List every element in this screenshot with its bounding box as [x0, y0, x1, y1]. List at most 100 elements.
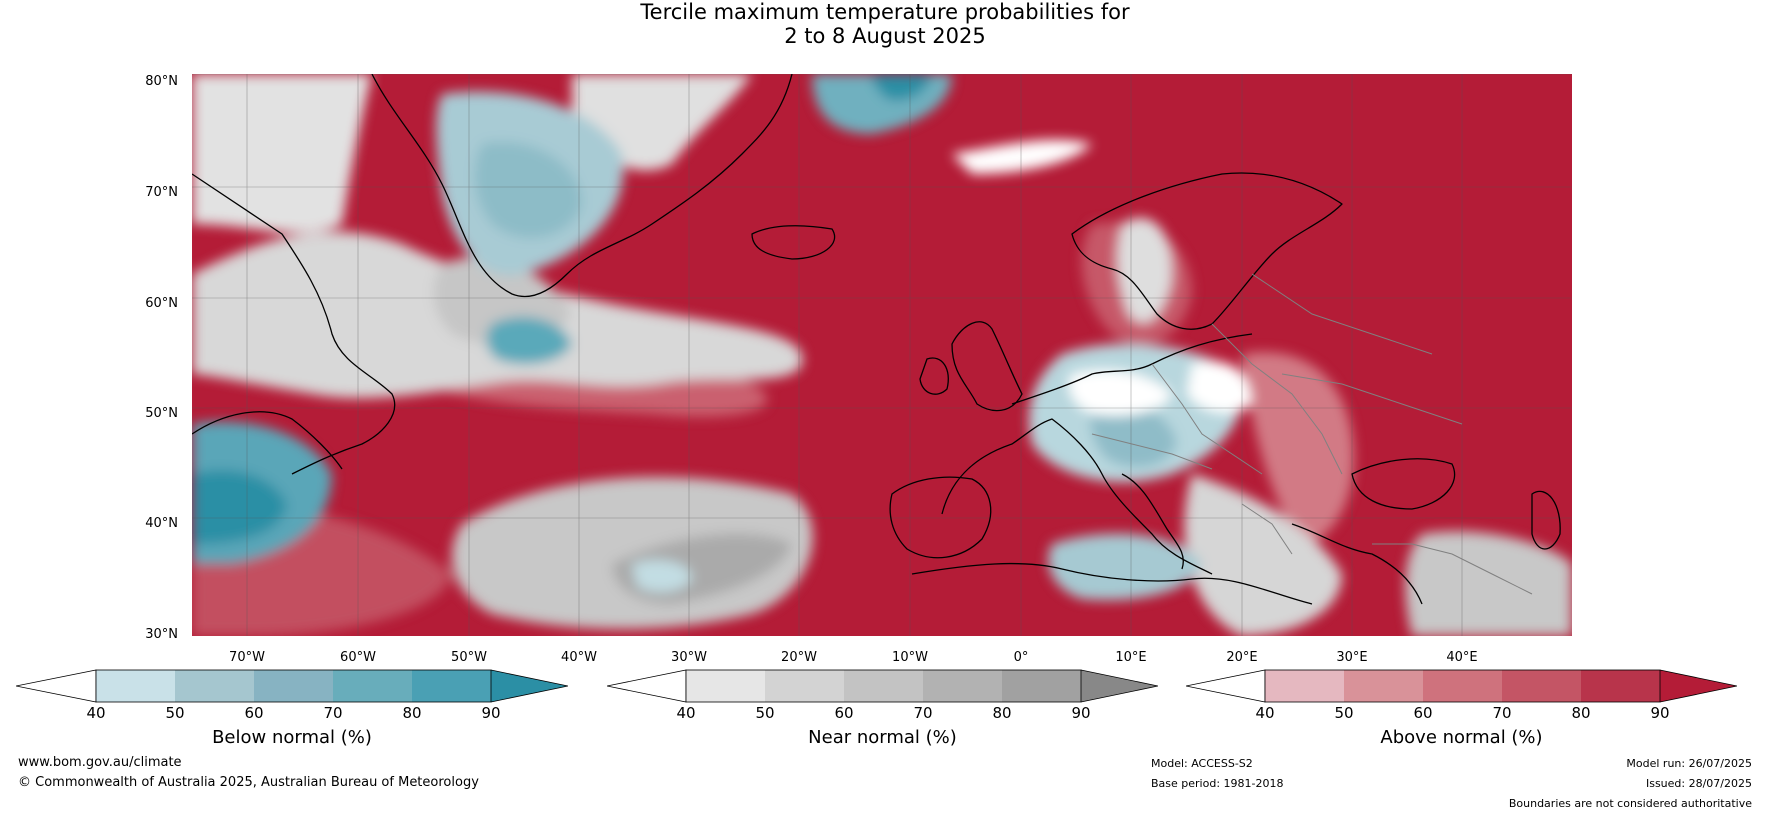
longitude-label: 30°W — [671, 650, 707, 665]
latitude-label: 80°N — [145, 74, 178, 89]
near-normal-region — [1116, 217, 1173, 324]
above-normal-light-region — [1242, 352, 1354, 544]
base-period-text: Base period: 1981-2018 — [1151, 777, 1284, 790]
colorbar-tick: 80 — [1571, 704, 1591, 722]
country-boundary — [1281, 373, 1463, 425]
iberia-coastline — [889, 476, 992, 559]
model-text: Model: ACCESS-S2 — [1151, 757, 1253, 770]
scandinavia-coastline — [1071, 172, 1343, 330]
above-normal-colorbar-title: Above normal (%) — [1380, 727, 1543, 748]
europe-coastline — [941, 333, 1253, 575]
colorbar-tick: 50 — [165, 704, 185, 722]
ireland-coastline — [919, 357, 949, 395]
near-normal-region — [572, 74, 752, 171]
colorbar-segment — [333, 670, 412, 702]
north-america-coastline — [192, 411, 343, 470]
colorbar-segment — [1423, 670, 1502, 702]
north-africa-coastline — [911, 562, 1313, 605]
country-boundary — [1251, 273, 1433, 355]
longitude-label: 30°E — [1336, 650, 1368, 665]
caspian-sea-coastline — [1531, 490, 1561, 550]
colorbar-tick: 70 — [913, 704, 933, 722]
below-normal-region — [872, 74, 932, 101]
italy-coastline — [1121, 473, 1184, 570]
colorbar-outline — [1080, 669, 1158, 703]
near-normal-colorbar-title: Near normal (%) — [808, 727, 957, 748]
below-normal-region — [486, 316, 572, 364]
country-boundary — [1372, 543, 1533, 595]
graticule — [192, 74, 1572, 636]
colorbar-segment — [175, 670, 254, 702]
colorbar-segment — [16, 669, 97, 703]
colorbar-segment — [1081, 670, 1158, 702]
below-normal-region — [474, 142, 582, 238]
colorbar-segment — [1186, 669, 1266, 703]
colorbar-tick: 60 — [1413, 704, 1433, 722]
website-link[interactable]: www.bom.gov.au/climate — [18, 755, 182, 770]
longitude-label: 10°E — [1115, 650, 1147, 665]
colorbar-segment — [1344, 670, 1423, 702]
longitude-label: 40°E — [1446, 650, 1478, 665]
colorbar-tick: 80 — [402, 704, 422, 722]
colorbar-tick: 60 — [244, 704, 264, 722]
longitude-label: 60°W — [340, 650, 376, 665]
below-normal-region — [1048, 533, 1202, 601]
colorbar-segment — [686, 670, 765, 702]
longitude-label: 0° — [1013, 650, 1029, 665]
copyright-text: © Commonwealth of Australia 2025, Austra… — [18, 775, 479, 790]
map-title-line-1: Tercile maximum temperature probabilitie… — [640, 0, 1130, 24]
colorbar-segment — [1502, 670, 1581, 702]
probability-regions — [192, 74, 1572, 636]
disclaimer-text: Boundaries are not considered authoritat… — [1508, 797, 1752, 810]
equal-chance-region — [1187, 361, 1252, 413]
below-normal-colorbar-title: Below normal (%) — [212, 727, 372, 748]
colorbar-segment — [1581, 670, 1660, 702]
longitude-label: 40°W — [561, 650, 597, 665]
colorbar-tick: 40 — [1255, 704, 1275, 722]
colorbar-tick: 40 — [676, 704, 696, 722]
near-normal-colorbar — [607, 669, 1158, 703]
longitude-label: 20°W — [781, 650, 817, 665]
colorbar-outline — [1659, 669, 1737, 703]
equal-chance-region — [1068, 370, 1172, 416]
british-isles-coastline — [951, 321, 1023, 412]
below-normal-region — [1090, 401, 1177, 468]
country-boundary — [1241, 503, 1293, 555]
longitude-label: 10°W — [892, 650, 928, 665]
colorbar-tick: 50 — [755, 704, 775, 722]
colorbar-segment — [254, 670, 333, 702]
near-normal-region — [1405, 531, 1572, 636]
longitude-label: 50°W — [451, 650, 487, 665]
colorbar-outline — [95, 669, 492, 703]
colorbar-tick: 90 — [481, 704, 501, 722]
above-normal-colorbar — [1186, 669, 1737, 703]
colorbar-outline — [490, 669, 568, 703]
colorbar-segment — [1660, 670, 1737, 702]
equal-chance-region — [952, 139, 1092, 174]
map-title-line-2: 2 to 8 August 2025 — [784, 24, 986, 48]
colorbar-tick: 40 — [86, 704, 106, 722]
country-boundary — [1091, 433, 1213, 470]
colorbar-outline — [685, 669, 1082, 703]
country-boundary — [1211, 323, 1343, 475]
colorbar-segment — [844, 670, 923, 702]
colorbar-tick: 90 — [1071, 704, 1091, 722]
colorbar-tick: 60 — [834, 704, 854, 722]
below-normal-region — [632, 559, 692, 593]
latitude-label: 50°N — [145, 406, 178, 421]
colorbar-segment — [491, 670, 568, 702]
colorbar-segment — [1002, 670, 1081, 702]
near-normal-region — [192, 74, 372, 233]
colorbar-segment — [923, 670, 1002, 702]
colorbar-tick: 50 — [1334, 704, 1354, 722]
colorbar-segment — [96, 670, 175, 702]
country-boundary — [1151, 363, 1263, 475]
black-sea-coastline — [1351, 458, 1456, 510]
latitude-label: 40°N — [145, 516, 178, 531]
latitude-label: 60°N — [145, 296, 178, 311]
below-normal-region — [192, 470, 287, 544]
coastlines — [192, 74, 1561, 605]
model-run-text: Model run: 26/07/2025 — [1626, 757, 1752, 770]
colorbar-tick: 90 — [1650, 704, 1670, 722]
probability-map-svg — [192, 74, 1572, 636]
